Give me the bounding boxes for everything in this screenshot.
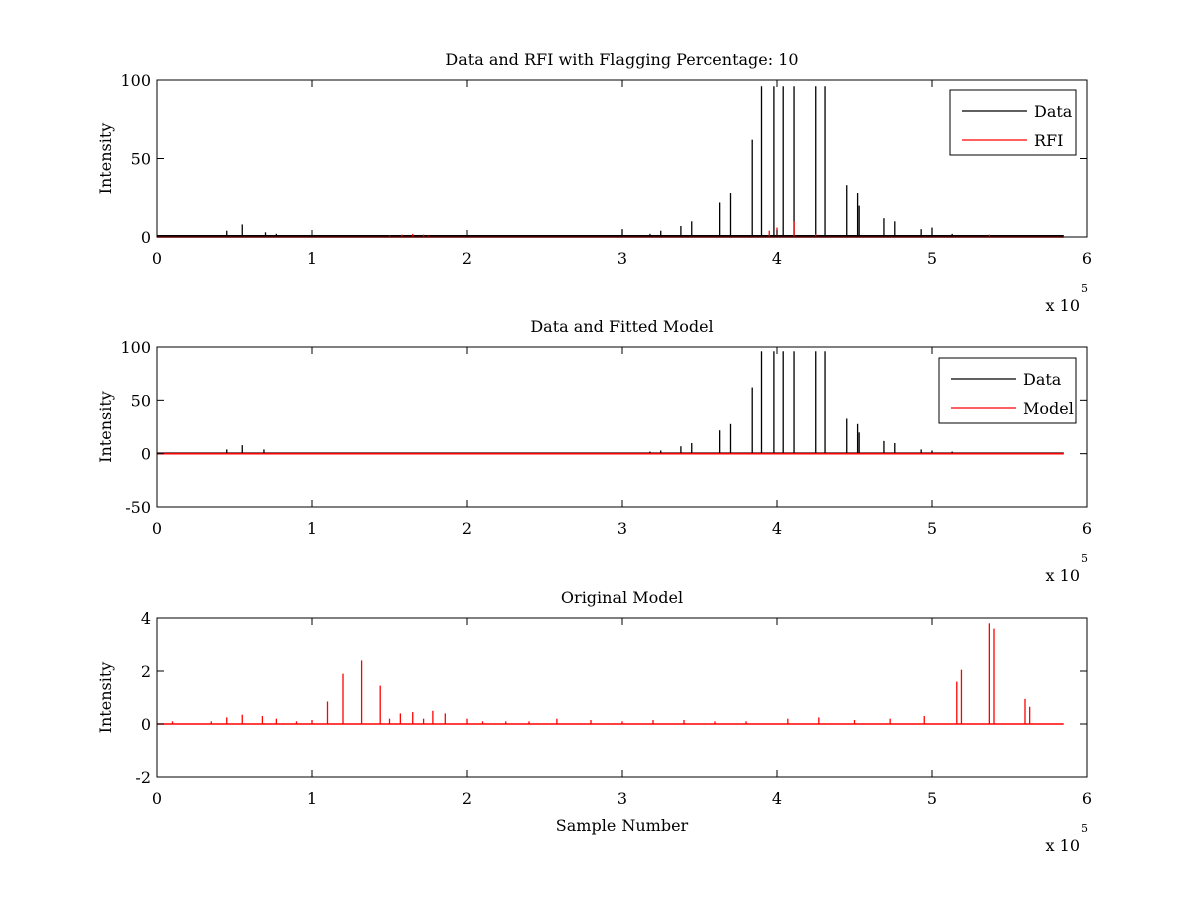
series-rfi — [157, 221, 1064, 238]
y-tick-label: 4 — [141, 609, 151, 628]
legend-label: RFI — [1034, 131, 1063, 150]
y-axis-label: Intensity — [96, 123, 115, 195]
x-exponent-power: 5 — [1081, 552, 1088, 565]
x-tick-label: 6 — [1082, 789, 1092, 808]
x-tick-label: 1 — [307, 789, 317, 808]
series-model — [157, 623, 1064, 725]
legend-box — [938, 357, 1077, 424]
x-tick-label: 6 — [1082, 249, 1092, 268]
x-tick-label: 2 — [462, 249, 472, 268]
y-tick-label: 50 — [131, 150, 151, 169]
x-axis-label: Sample Number — [556, 816, 689, 835]
x-tick-label: 4 — [772, 519, 782, 538]
x-exponent-label: x 10 — [1046, 566, 1080, 585]
y-tick-label: 0 — [141, 228, 151, 247]
chart-title: Original Model — [561, 588, 683, 607]
x-tick-label: 1 — [307, 249, 317, 268]
x-tick-label: 0 — [152, 519, 162, 538]
x-tick-label: 4 — [772, 789, 782, 808]
series-data — [157, 86, 1064, 237]
series-data — [157, 351, 1064, 454]
x-tick-label: 0 — [152, 249, 162, 268]
y-tick-label: 50 — [131, 391, 151, 410]
y-tick-label: -2 — [135, 768, 151, 787]
y-tick-label: -50 — [125, 498, 151, 517]
x-tick-label: 6 — [1082, 519, 1092, 538]
x-tick-label: 3 — [617, 519, 627, 538]
x-tick-label: 3 — [617, 789, 627, 808]
y-tick-label: 0 — [141, 445, 151, 464]
x-tick-label: 4 — [772, 249, 782, 268]
y-axis-label: Intensity — [96, 391, 115, 463]
x-tick-label: 5 — [927, 519, 937, 538]
y-tick-label: 100 — [120, 338, 151, 357]
legend-label: Model — [1023, 399, 1074, 418]
legend: Data RFI — [949, 89, 1077, 156]
axes-box — [156, 617, 1088, 778]
x-tick-label: 0 — [152, 789, 162, 808]
legend-box — [949, 89, 1077, 156]
x-exponent-power: 5 — [1081, 822, 1088, 835]
x-tick-label: 2 — [462, 519, 472, 538]
chart-title: Data and RFI with Flagging Percentage: 1… — [445, 50, 798, 69]
legend-label: Data — [1034, 102, 1073, 121]
y-axis-label: Intensity — [96, 662, 115, 734]
x-exponent-power: 5 — [1081, 282, 1088, 295]
x-exponent-label: x 10 — [1046, 836, 1080, 855]
x-exponent-label: x 10 — [1046, 296, 1080, 315]
x-tick-label: 2 — [462, 789, 472, 808]
y-tick-label: 0 — [141, 715, 151, 734]
x-tick-label: 5 — [927, 249, 937, 268]
y-tick-label: 2 — [141, 662, 151, 681]
x-tick-label: 1 — [307, 519, 317, 538]
y-tick-label: 100 — [120, 71, 151, 90]
legend-label: Data — [1023, 370, 1062, 389]
axes-box — [156, 79, 1088, 238]
legend: Data Model — [938, 357, 1077, 424]
x-tick-label: 3 — [617, 249, 627, 268]
chart-title: Data and Fitted Model — [530, 317, 713, 336]
x-tick-label: 5 — [927, 789, 937, 808]
